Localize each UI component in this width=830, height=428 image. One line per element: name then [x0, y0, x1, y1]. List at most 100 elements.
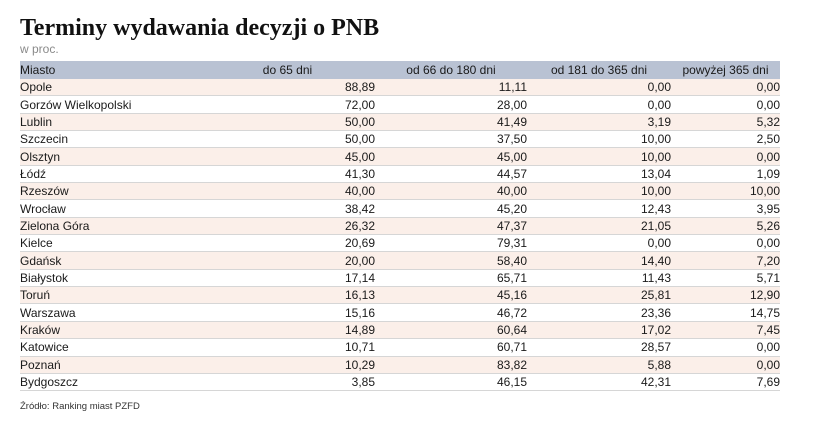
cell-66-180-dni: 41,49	[375, 113, 527, 132]
cell-66-180-dni: 47,37	[375, 217, 527, 236]
cell-181-365-dni: 21,05	[527, 217, 671, 236]
cell-city: Olsztyn	[20, 147, 200, 166]
cell-powyzej-365-dni: 0,00	[671, 147, 780, 166]
cell-66-180-dni: 46,15	[375, 373, 527, 392]
cell-powyzej-365-dni: 14,75	[671, 303, 780, 322]
cell-city: Warszawa	[20, 303, 200, 322]
header-do-65-dni: do 65 dni	[200, 61, 375, 79]
cell-66-180-dni: 45,20	[375, 199, 527, 218]
table-row: Warszawa 15,16 46,72 23,36 14,75	[20, 303, 780, 322]
cell-181-365-dni: 3,19	[527, 113, 671, 132]
table-row: Gdańsk 20,00 58,40 14,40 7,20	[20, 251, 780, 270]
cell-do-65-dni: 72,00	[200, 95, 375, 114]
cell-powyzej-365-dni: 7,45	[671, 321, 780, 340]
cell-city: Kielce	[20, 234, 200, 253]
cell-66-180-dni: 83,82	[375, 356, 527, 374]
cell-do-65-dni: 50,00	[200, 130, 375, 149]
cell-do-65-dni: 88,89	[200, 79, 375, 97]
cell-do-65-dni: 26,32	[200, 217, 375, 236]
cell-181-365-dni: 5,88	[527, 356, 671, 374]
cell-city: Szczecin	[20, 130, 200, 149]
cell-city: Białystok	[20, 269, 200, 288]
cell-66-180-dni: 65,71	[375, 269, 527, 288]
cell-do-65-dni: 16,13	[200, 286, 375, 305]
cell-do-65-dni: 45,00	[200, 147, 375, 166]
cell-181-365-dni: 0,00	[527, 95, 671, 114]
table-row: Toruń 16,13 45,16 25,81 12,90	[20, 286, 780, 305]
table-row: Rzeszów 40,00 40,00 10,00 10,00	[20, 182, 780, 201]
cell-66-180-dni: 40,00	[375, 182, 527, 201]
cell-66-180-dni: 46,72	[375, 303, 527, 322]
source-note: Źródło: Ranking miast PZFD	[20, 401, 140, 412]
cell-66-180-dni: 60,64	[375, 321, 527, 340]
cell-66-180-dni: 60,71	[375, 338, 527, 357]
cell-powyzej-365-dni: 7,20	[671, 251, 780, 270]
header-powyzej-365-dni: powyżej 365 dni	[671, 61, 780, 79]
cell-do-65-dni: 20,00	[200, 251, 375, 270]
cell-do-65-dni: 17,14	[200, 269, 375, 288]
cell-city: Gdańsk	[20, 251, 200, 270]
cell-do-65-dni: 38,42	[200, 199, 375, 218]
cell-city: Toruń	[20, 286, 200, 305]
cell-181-365-dni: 10,00	[527, 182, 671, 201]
chart-subtitle: w proc.	[20, 42, 59, 56]
cell-do-65-dni: 10,29	[200, 356, 375, 374]
table-row: Gorzów Wielkopolski 72,00 28,00 0,00 0,00	[20, 95, 780, 114]
cell-181-365-dni: 23,36	[527, 303, 671, 322]
cell-city: Wrocław	[20, 199, 200, 218]
cell-city: Kraków	[20, 321, 200, 340]
cell-181-365-dni: 17,02	[527, 321, 671, 340]
table-row: Zielona Góra 26,32 47,37 21,05 5,26	[20, 217, 780, 236]
cell-do-65-dni: 14,89	[200, 321, 375, 340]
cell-66-180-dni: 28,00	[375, 95, 527, 114]
cell-powyzej-365-dni: 0,00	[671, 338, 780, 357]
data-table: Miasto do 65 dni od 66 do 180 dni od 181 do…	[20, 61, 780, 392]
cell-181-365-dni: 10,00	[527, 130, 671, 149]
table-row: Łódź 41,30 44,57 13,04 1,09	[20, 165, 780, 184]
cell-powyzej-365-dni: 0,00	[671, 234, 780, 253]
cell-181-365-dni: 10,00	[527, 147, 671, 166]
cell-do-65-dni: 20,69	[200, 234, 375, 253]
cell-66-180-dni: 45,00	[375, 147, 527, 166]
cell-66-180-dni: 11,11	[375, 79, 527, 97]
cell-181-365-dni: 42,31	[527, 373, 671, 392]
table-row: Szczecin 50,00 37,50 10,00 2,50	[20, 130, 780, 149]
header-66-180-dni: od 66 do 180 dni	[375, 61, 527, 79]
cell-powyzej-365-dni: 0,00	[671, 95, 780, 114]
cell-powyzej-365-dni: 2,50	[671, 130, 780, 149]
cell-181-365-dni: 28,57	[527, 338, 671, 357]
cell-181-365-dni: 12,43	[527, 199, 671, 218]
cell-66-180-dni: 79,31	[375, 234, 527, 253]
cell-181-365-dni: 25,81	[527, 286, 671, 305]
cell-do-65-dni: 3,85	[200, 373, 375, 392]
cell-66-180-dni: 37,50	[375, 130, 527, 149]
table-row: Kielce 20,69 79,31 0,00 0,00	[20, 234, 780, 253]
header-city: Miasto	[20, 61, 200, 79]
table-row: Lublin 50,00 41,49 3,19 5,32	[20, 113, 780, 132]
cell-66-180-dni: 45,16	[375, 286, 527, 305]
cell-powyzej-365-dni: 5,32	[671, 113, 780, 132]
cell-city: Opole	[20, 79, 200, 97]
cell-powyzej-365-dni: 5,26	[671, 217, 780, 236]
table-row: Poznań 10,29 83,82 5,88 0,00	[20, 356, 780, 374]
table-row: Olsztyn 45,00 45,00 10,00 0,00	[20, 147, 780, 166]
cell-66-180-dni: 44,57	[375, 165, 527, 184]
cell-city: Lublin	[20, 113, 200, 132]
cell-city: Gorzów Wielkopolski	[20, 95, 200, 114]
table-body: Opole 88,89 11,11 0,00 0,00 Gorzów Wielkopols…	[20, 79, 780, 392]
header-181-365-dni: od 181 do 365 dni	[527, 61, 671, 79]
table-row: Kraków 14,89 60,64 17,02 7,45	[20, 321, 780, 340]
cell-181-365-dni: 0,00	[527, 234, 671, 253]
cell-city: Poznań	[20, 356, 200, 374]
cell-powyzej-365-dni: 1,09	[671, 165, 780, 184]
cell-city: Rzeszów	[20, 182, 200, 201]
cell-do-65-dni: 40,00	[200, 182, 375, 201]
cell-181-365-dni: 0,00	[527, 79, 671, 97]
cell-181-365-dni: 14,40	[527, 251, 671, 270]
table-row: Wrocław 38,42 45,20 12,43 3,95	[20, 199, 780, 218]
chart-title: Terminy wydawania decyzji o PNB	[20, 15, 380, 41]
cell-city: Łódź	[20, 165, 200, 184]
cell-powyzej-365-dni: 5,71	[671, 269, 780, 288]
cell-city: Zielona Góra	[20, 217, 200, 236]
table-row: Opole 88,89 11,11 0,00 0,00	[20, 79, 780, 97]
